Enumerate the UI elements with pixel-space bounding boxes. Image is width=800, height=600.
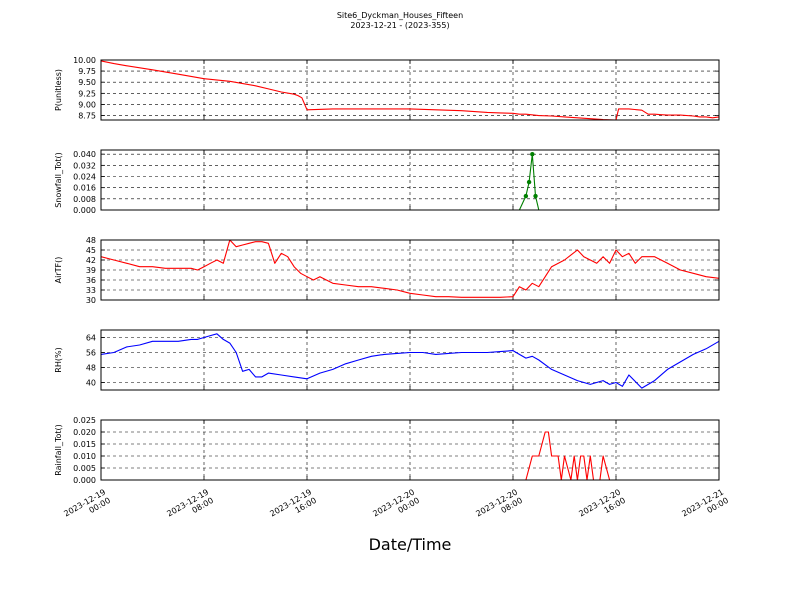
y-axis-label: Rainfall_Tot() xyxy=(54,424,63,476)
x-tick-label: 2023-12-1908:00 xyxy=(165,487,215,526)
x-tick-label: 2023-12-2100:00 xyxy=(680,487,730,526)
panel-frame xyxy=(100,59,720,121)
y-axis-label: Snowfall_Tot() xyxy=(54,152,63,208)
y-tick-label: 30 xyxy=(86,296,96,305)
y-axis-label: AirTF() xyxy=(54,257,63,284)
y-tick-label: 0.020 xyxy=(73,428,96,437)
panel-frame xyxy=(100,149,720,211)
y-tick-label: 0.005 xyxy=(73,464,96,473)
data-point xyxy=(526,179,532,185)
y-tick-label: 56 xyxy=(86,349,96,358)
data-point xyxy=(533,193,538,199)
chart-title: Site6_Dyckman_Houses_Fifteen xyxy=(336,11,464,20)
series-line xyxy=(100,239,720,298)
y-tick-label: 0.010 xyxy=(73,452,96,461)
y-tick-label: 9.75 xyxy=(78,67,96,76)
y-axis-label: P(unitless) xyxy=(54,69,63,111)
x-tick-label: 2023-12-2016:00 xyxy=(577,487,627,526)
y-tick-label: 48 xyxy=(86,364,96,373)
y-tick-label: 0.015 xyxy=(73,440,96,449)
y-tick-label: 0.025 xyxy=(73,416,96,425)
x-tick-label: 2023-12-1900:00 xyxy=(62,487,112,526)
y-tick-label: 10.00 xyxy=(73,56,96,65)
data-point xyxy=(530,151,535,157)
chart-subtitle: 2023-12-21 - (2023-355) xyxy=(350,21,450,30)
y-tick-label: 9.25 xyxy=(78,89,96,98)
x-axis-label: Date/Time xyxy=(368,535,452,554)
y-tick-label: 9.50 xyxy=(78,78,96,87)
y-tick-label: 0.008 xyxy=(73,195,96,204)
panel-frame xyxy=(100,239,720,301)
x-tick-label: 2023-12-2000:00 xyxy=(371,487,421,526)
y-tick-label: 64 xyxy=(86,334,96,343)
series-line xyxy=(100,60,720,121)
data-point xyxy=(523,193,529,199)
y-tick-label: 48 xyxy=(86,236,96,245)
y-tick-label: 36 xyxy=(86,276,96,285)
y-tick-label: 8.75 xyxy=(78,112,96,121)
y-tick-label: 9.00 xyxy=(78,100,96,109)
panel-frame xyxy=(100,419,720,481)
series-line xyxy=(101,153,719,211)
series-line xyxy=(100,333,720,389)
y-tick-label: 0.024 xyxy=(73,173,96,182)
y-axis-label: RH(%) xyxy=(54,347,63,372)
panel-frame xyxy=(100,329,720,391)
y-tick-label: 0.000 xyxy=(73,476,96,485)
y-tick-label: 0.000 xyxy=(73,206,96,215)
y-tick-label: 40 xyxy=(86,379,96,388)
x-tick-label: 2023-12-2008:00 xyxy=(474,487,524,526)
y-tick-label: 0.032 xyxy=(73,161,96,170)
y-tick-label: 45 xyxy=(86,246,96,255)
y-tick-label: 0.016 xyxy=(73,184,96,193)
y-tick-label: 39 xyxy=(86,266,96,275)
y-tick-label: 33 xyxy=(86,286,96,295)
y-tick-label: 42 xyxy=(86,256,96,265)
x-tick-label: 2023-12-1916:00 xyxy=(268,487,318,526)
y-tick-label: 0.040 xyxy=(73,150,96,159)
